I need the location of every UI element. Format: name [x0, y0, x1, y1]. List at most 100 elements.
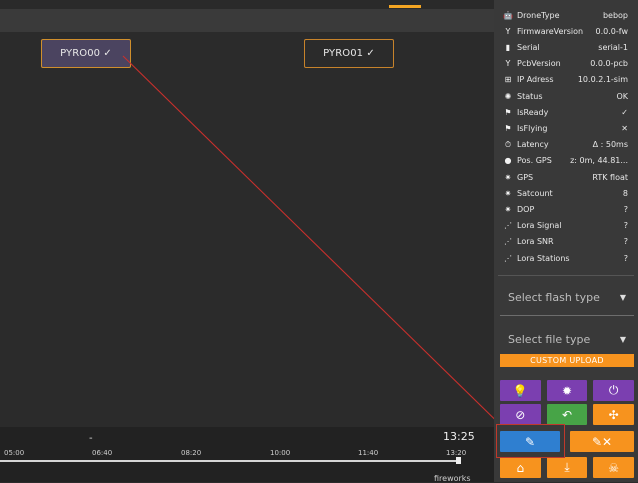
signal-icon: ⋰	[504, 253, 512, 263]
info-row-lora-stations: ⋰ Lora Stations?	[502, 251, 628, 265]
info-label: Lora SNR	[517, 237, 554, 247]
chevron-down-icon: ▼	[619, 334, 626, 344]
info-value: bebop	[602, 10, 628, 20]
info-label: IsReady	[517, 107, 549, 117]
pen-button[interactable]: ✎	[500, 431, 560, 452]
compass-icon: ⊘	[515, 407, 526, 422]
info-value: 10.0.2.1-sim	[577, 75, 628, 85]
info-value: ✕	[621, 123, 628, 133]
info-value: 0.0.0-fw	[595, 26, 628, 36]
flag-icon: ⚑	[504, 107, 512, 117]
undo-icon: ↶	[561, 407, 573, 422]
home-button[interactable]: ⌂	[500, 457, 541, 478]
show-canvas[interactable]	[0, 32, 494, 427]
timeline-tick: 08:20	[181, 449, 202, 457]
bulb-button[interactable]: 💡	[500, 380, 541, 401]
top-accent-marker	[389, 5, 421, 8]
pen-icon: ✎	[524, 434, 536, 449]
light-icon: ✹	[561, 383, 573, 398]
info-label: DroneType	[517, 10, 560, 20]
timeline-track[interactable]	[0, 460, 459, 462]
info-value: ?	[623, 204, 628, 214]
flash-type-select[interactable]: Select flash type ▼	[500, 279, 634, 315]
info-label: Latency	[517, 140, 549, 150]
file-type-placeholder: Select file type	[508, 332, 591, 346]
satellite-icon: ✷	[504, 172, 512, 182]
info-row-pos-gps: ● Pos. GPS z: 0m, 44.81...	[502, 154, 629, 168]
pen-cancel-icon: ✎✕	[591, 434, 613, 449]
flag-icon: ⚑	[504, 123, 512, 133]
info-label: IP Adress	[517, 75, 554, 85]
timeline-tick: 11:40	[358, 449, 379, 457]
info-label: Pos. GPS	[517, 156, 552, 166]
info-value: ?	[623, 237, 628, 247]
selection-highlight	[496, 424, 565, 458]
timeline-playhead[interactable]	[456, 457, 461, 464]
info-value: ?	[623, 253, 628, 263]
info-label: Status	[517, 91, 543, 101]
satellite-icon: ✷	[504, 188, 512, 198]
info-row-satcount: ✷ Satcount 8	[502, 186, 628, 200]
info-value: ?	[623, 221, 628, 231]
info-label: Satcount	[517, 188, 553, 198]
info-value: serial-1	[598, 42, 628, 52]
robot-icon: 🤖	[503, 10, 513, 20]
info-label: Serial	[517, 42, 540, 52]
info-value: ✓	[621, 107, 628, 117]
skull-button[interactable]: ☠	[593, 457, 634, 478]
timeline-tick: 10:00	[270, 449, 291, 457]
info-row-latency: ⏱ Latency Δ : 50ms	[502, 138, 628, 152]
select-underline	[500, 315, 634, 316]
antenna-icon: Y	[505, 59, 511, 69]
info-label: Lora Stations	[517, 253, 570, 263]
info-row-lora-snr: ⋰ Lora SNR?	[502, 235, 628, 249]
info-value: z: 0m, 44.81...	[570, 156, 628, 166]
barcode-icon: ▮	[505, 42, 511, 52]
download-button[interactable]: ⤓	[546, 457, 588, 478]
timeline-panel[interactable]: - 13:25 05:00 06:40 08:20 10:00 11:40 13…	[0, 427, 494, 483]
info-label: IsFlying	[517, 123, 548, 133]
info-value: 8	[622, 188, 628, 198]
file-type-select[interactable]: Select file type ▼	[500, 321, 634, 357]
pyro-node-label: PYRO00 ✓	[60, 48, 112, 59]
info-row-dronetype: 🤖 DroneType bebop	[502, 8, 628, 22]
info-row-pcbversion: Y PcbVersion 0.0.0-pcb	[502, 57, 628, 71]
home-icon: ⌂	[516, 460, 525, 475]
custom-upload-button[interactable]: CUSTOM UPLOAD	[500, 354, 634, 367]
info-row-firmwareversion: Y FirmwareVersion 0.0.0-fw	[502, 24, 628, 38]
info-value: Δ : 50ms	[592, 140, 628, 150]
light-button[interactable]: ✹	[546, 380, 588, 401]
track-label: fireworks	[434, 474, 471, 483]
network-icon: ⊞	[504, 75, 512, 85]
flash-type-placeholder: Select flash type	[508, 290, 600, 304]
info-value: 0.0.0-pcb	[590, 59, 628, 69]
chevron-down-icon: ▼	[619, 292, 626, 302]
undo-button[interactable]: ↶	[546, 404, 588, 425]
pyro-node-pyro01[interactable]: PYRO01 ✓	[304, 39, 394, 68]
alarm-icon: ✺	[504, 91, 512, 101]
timeline-tick: 13:20	[446, 449, 467, 457]
drone-icon: ✣	[608, 407, 619, 422]
pen-cancel-button[interactable]: ✎✕	[570, 431, 634, 452]
timer-icon: ⏱	[504, 139, 512, 149]
signal-icon: ⋰	[504, 221, 512, 231]
signal-icon: ⋰	[504, 237, 512, 247]
pyro-node-pyro00[interactable]: PYRO00 ✓	[41, 39, 131, 68]
info-label: GPS	[517, 172, 534, 182]
info-label: PcbVersion	[517, 59, 561, 69]
info-row-status: ✺ Status OK	[502, 89, 628, 103]
drone-button[interactable]: ✣	[593, 404, 634, 425]
power-button[interactable]: ⏻	[593, 380, 634, 401]
info-value: OK	[616, 91, 628, 101]
top-strip	[0, 0, 494, 9]
info-label: FirmwareVersion	[517, 26, 584, 36]
timeline-marker: -	[89, 433, 93, 444]
power-icon: ⏻	[608, 383, 619, 397]
info-label: DOP	[517, 204, 535, 214]
info-row-lora-signal: ⋰ Lora Signal?	[502, 219, 628, 233]
current-time: 13:25	[443, 430, 475, 443]
compass-button[interactable]: ⊘	[500, 404, 541, 425]
bulb-icon: 💡	[512, 383, 528, 398]
satellite-icon: ✷	[504, 204, 512, 214]
